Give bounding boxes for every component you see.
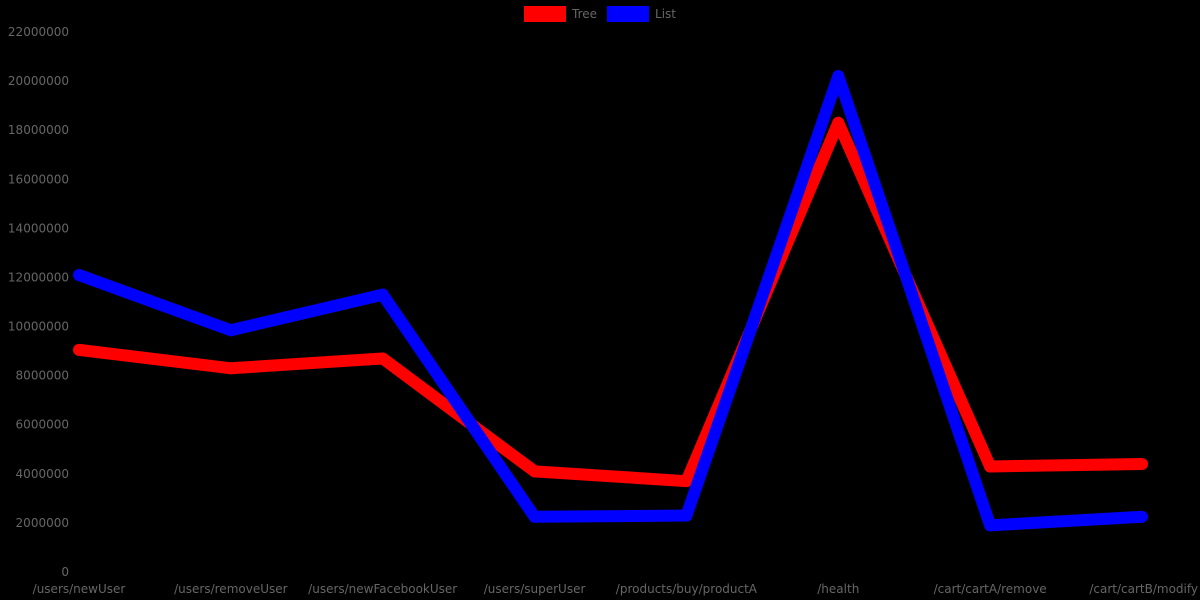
- data-point-tree[interactable]: [1136, 458, 1148, 470]
- data-point-list[interactable]: [224, 324, 237, 337]
- x-tick-label: /users/newUser: [33, 582, 126, 596]
- x-tick-label: /cart/cartA/remove: [934, 582, 1047, 596]
- y-tick-label: 20000000: [8, 74, 69, 88]
- data-point-tree[interactable]: [528, 465, 541, 478]
- legend-item-list[interactable]: List: [607, 6, 676, 22]
- x-tick-label: /health: [817, 582, 859, 596]
- series-line-tree: [78, 116, 1143, 488]
- data-point-list[interactable]: [680, 509, 693, 522]
- y-tick-label: 10000000: [8, 320, 69, 334]
- y-tick-label: 8000000: [16, 369, 69, 383]
- series-line-list: [76, 70, 1143, 532]
- legend-swatch-tree: [524, 6, 566, 22]
- data-point-tree[interactable]: [832, 116, 845, 129]
- legend-label-tree: Tree: [572, 7, 598, 21]
- data-point-list[interactable]: [73, 269, 85, 281]
- data-point-list[interactable]: [528, 510, 541, 523]
- x-tick-label: /users/superUser: [484, 582, 586, 596]
- y-tick-label: 12000000: [8, 270, 69, 284]
- y-tick-label: 18000000: [8, 123, 69, 137]
- legend-label-list: List: [655, 7, 676, 21]
- data-point-tree[interactable]: [224, 362, 237, 375]
- y-tick-label: 2000000: [16, 516, 69, 530]
- y-tick-label: 0: [61, 565, 69, 579]
- data-point-list[interactable]: [832, 70, 845, 83]
- data-point-list[interactable]: [1136, 510, 1148, 523]
- data-point-tree[interactable]: [73, 343, 85, 356]
- legend-swatch-list: [607, 6, 650, 22]
- y-axis: 0 2000000 4000000 6000000 8000000 10000000 120…: [8, 25, 69, 579]
- y-tick-label: 16000000: [8, 172, 69, 186]
- legend-item-tree[interactable]: Tree: [524, 6, 597, 22]
- x-tick-label: /users/removeUser: [174, 582, 287, 596]
- y-tick-label: 22000000: [8, 25, 69, 39]
- x-tick-label: /products/buy/productA: [616, 582, 758, 596]
- data-point-tree[interactable]: [984, 460, 997, 473]
- y-tick-label: 4000000: [16, 467, 69, 481]
- data-point-tree[interactable]: [680, 475, 693, 488]
- y-tick-label: 6000000: [16, 418, 69, 432]
- data-point-list[interactable]: [984, 519, 997, 532]
- x-axis: /users/newUser/users/removeUser/users/ne…: [33, 582, 1198, 596]
- data-point-tree[interactable]: [376, 352, 389, 365]
- x-tick-label: /users/newFacebookUser: [308, 582, 457, 596]
- x-tick-label: /cart/cartB/modify: [1089, 582, 1198, 596]
- data-point-list[interactable]: [376, 288, 389, 301]
- y-tick-label: 14000000: [8, 221, 69, 235]
- series-lines: [73, 70, 1148, 532]
- chart-legend: Tree List: [0, 6, 1200, 22]
